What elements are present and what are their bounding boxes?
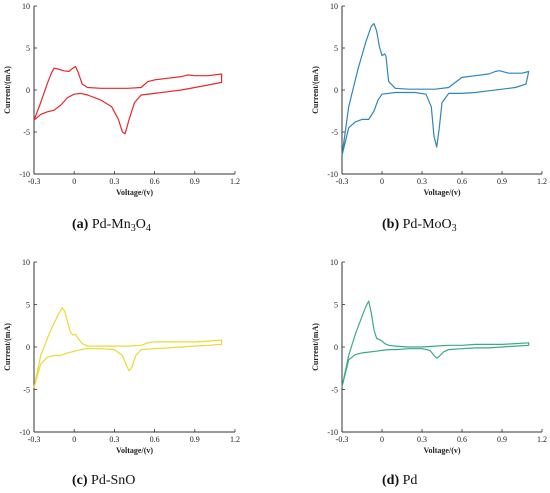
y-tick-label: -10 bbox=[327, 170, 338, 179]
y-tick-label: 5 bbox=[26, 301, 30, 310]
y-tick-label: 10 bbox=[22, 2, 30, 11]
y-tick-label: 0 bbox=[26, 343, 30, 352]
x-tick-label: 0.9 bbox=[497, 435, 507, 444]
caption-letter: (c) bbox=[72, 473, 88, 488]
x-axis-label: Voltage/(v) bbox=[423, 188, 460, 197]
x-tick-label: 0.9 bbox=[497, 177, 507, 186]
panel-caption: (a) Pd-Mn3O4 bbox=[72, 217, 151, 234]
x-tick-label: -0.3 bbox=[336, 177, 349, 186]
panel-caption: (c) Pd-SnO bbox=[72, 473, 135, 488]
y-axis-label: Current/(mA) bbox=[311, 323, 320, 371]
caption-subscript: 4 bbox=[146, 223, 151, 234]
x-tick-label: 0.3 bbox=[417, 435, 427, 444]
chart-panel-d: -0.3 0 0.3 0.6 0.9 1.2 10 5 0 -5 -10 Voltage/(v) Cur… bbox=[311, 258, 547, 488]
cv-curve-b bbox=[341, 23, 530, 156]
y-axis-label: Current/(mA) bbox=[311, 66, 320, 114]
x-tick-label: 1.2 bbox=[537, 435, 547, 444]
y-tick-label: 5 bbox=[26, 44, 30, 53]
y-axis-label: Current/(mA) bbox=[3, 66, 12, 114]
x-tick-label: 1.2 bbox=[230, 435, 240, 444]
caption-subscript: 3 bbox=[131, 223, 136, 234]
y-tick-label: 0 bbox=[26, 86, 30, 95]
y-tick-label: 5 bbox=[334, 301, 338, 310]
y-tick-label: -5 bbox=[23, 386, 30, 395]
x-tick-label: 0.6 bbox=[457, 177, 467, 186]
caption-text: Pd-SnO bbox=[88, 473, 136, 488]
x-tick-label: 0.3 bbox=[417, 177, 427, 186]
caption-subscript: 3 bbox=[452, 223, 457, 234]
x-tick-label: -0.3 bbox=[28, 435, 41, 444]
panel-caption: (b) Pd-MoO3 bbox=[382, 217, 457, 234]
y-tick-label: 10 bbox=[330, 2, 338, 11]
y-tick-label: 10 bbox=[330, 258, 338, 267]
cv-curve-d bbox=[341, 300, 530, 388]
y-axis-label: Current/(mA) bbox=[3, 323, 12, 371]
x-tick-label: 0.3 bbox=[109, 177, 119, 186]
x-tick-label: 0 bbox=[72, 435, 76, 444]
chart-panel-a: -0.3 0 0.3 0.6 0.9 1.2 10 5 0 -5 -10 Voltage/(v) Cur… bbox=[3, 2, 240, 234]
y-tick-label: 5 bbox=[334, 44, 338, 53]
x-tick-label: 0.3 bbox=[109, 435, 119, 444]
x-tick-label: 0.6 bbox=[457, 435, 467, 444]
caption-text: O bbox=[136, 217, 146, 232]
x-tick-label: 0.9 bbox=[190, 177, 200, 186]
x-tick-label: 0.6 bbox=[150, 177, 160, 186]
y-tick-label: -10 bbox=[19, 170, 30, 179]
x-axis-label: Voltage/(v) bbox=[116, 446, 153, 455]
x-tick-label: 1.2 bbox=[537, 177, 547, 186]
caption-text: Pd bbox=[399, 473, 417, 488]
caption-letter: (d) bbox=[382, 473, 399, 488]
y-tick-label: 0 bbox=[334, 343, 338, 352]
cv-curve-c bbox=[33, 307, 223, 388]
x-tick-label: 0 bbox=[380, 435, 384, 444]
caption-text: Pd-MoO bbox=[399, 217, 452, 232]
y-tick-label: -10 bbox=[327, 428, 338, 437]
x-tick-label: 0.9 bbox=[190, 435, 200, 444]
x-tick-label: -0.3 bbox=[28, 177, 41, 186]
x-tick-label: 0.6 bbox=[150, 435, 160, 444]
y-tick-label: -5 bbox=[23, 128, 30, 137]
cv-curve-a bbox=[33, 65, 223, 135]
x-axis-label: Voltage/(v) bbox=[116, 188, 153, 197]
x-tick-label: 1.2 bbox=[230, 177, 240, 186]
x-axis-label: Voltage/(v) bbox=[423, 446, 460, 455]
chart-panel-c: -0.3 0 0.3 0.6 0.9 1.2 10 5 0 -5 -10 Voltage/(v) Cur… bbox=[3, 258, 240, 488]
x-tick-label: 0 bbox=[380, 177, 384, 186]
y-tick-label: -5 bbox=[331, 386, 338, 395]
y-tick-label: -10 bbox=[19, 428, 30, 437]
caption-text: Pd-Mn bbox=[88, 217, 130, 232]
caption-letter: (a) bbox=[72, 217, 89, 232]
x-tick-label: 0 bbox=[72, 177, 76, 186]
panel-caption: (d) Pd bbox=[382, 473, 417, 488]
chart-panel-b: -0.3 0 0.3 0.6 0.9 1.2 10 5 0 -5 -10 Voltage/(v) Cur… bbox=[311, 2, 547, 234]
y-tick-label: 0 bbox=[334, 86, 338, 95]
x-tick-label: -0.3 bbox=[336, 435, 349, 444]
y-tick-label: -5 bbox=[331, 128, 338, 137]
y-tick-label: 10 bbox=[22, 258, 30, 267]
caption-letter: (b) bbox=[382, 217, 399, 232]
